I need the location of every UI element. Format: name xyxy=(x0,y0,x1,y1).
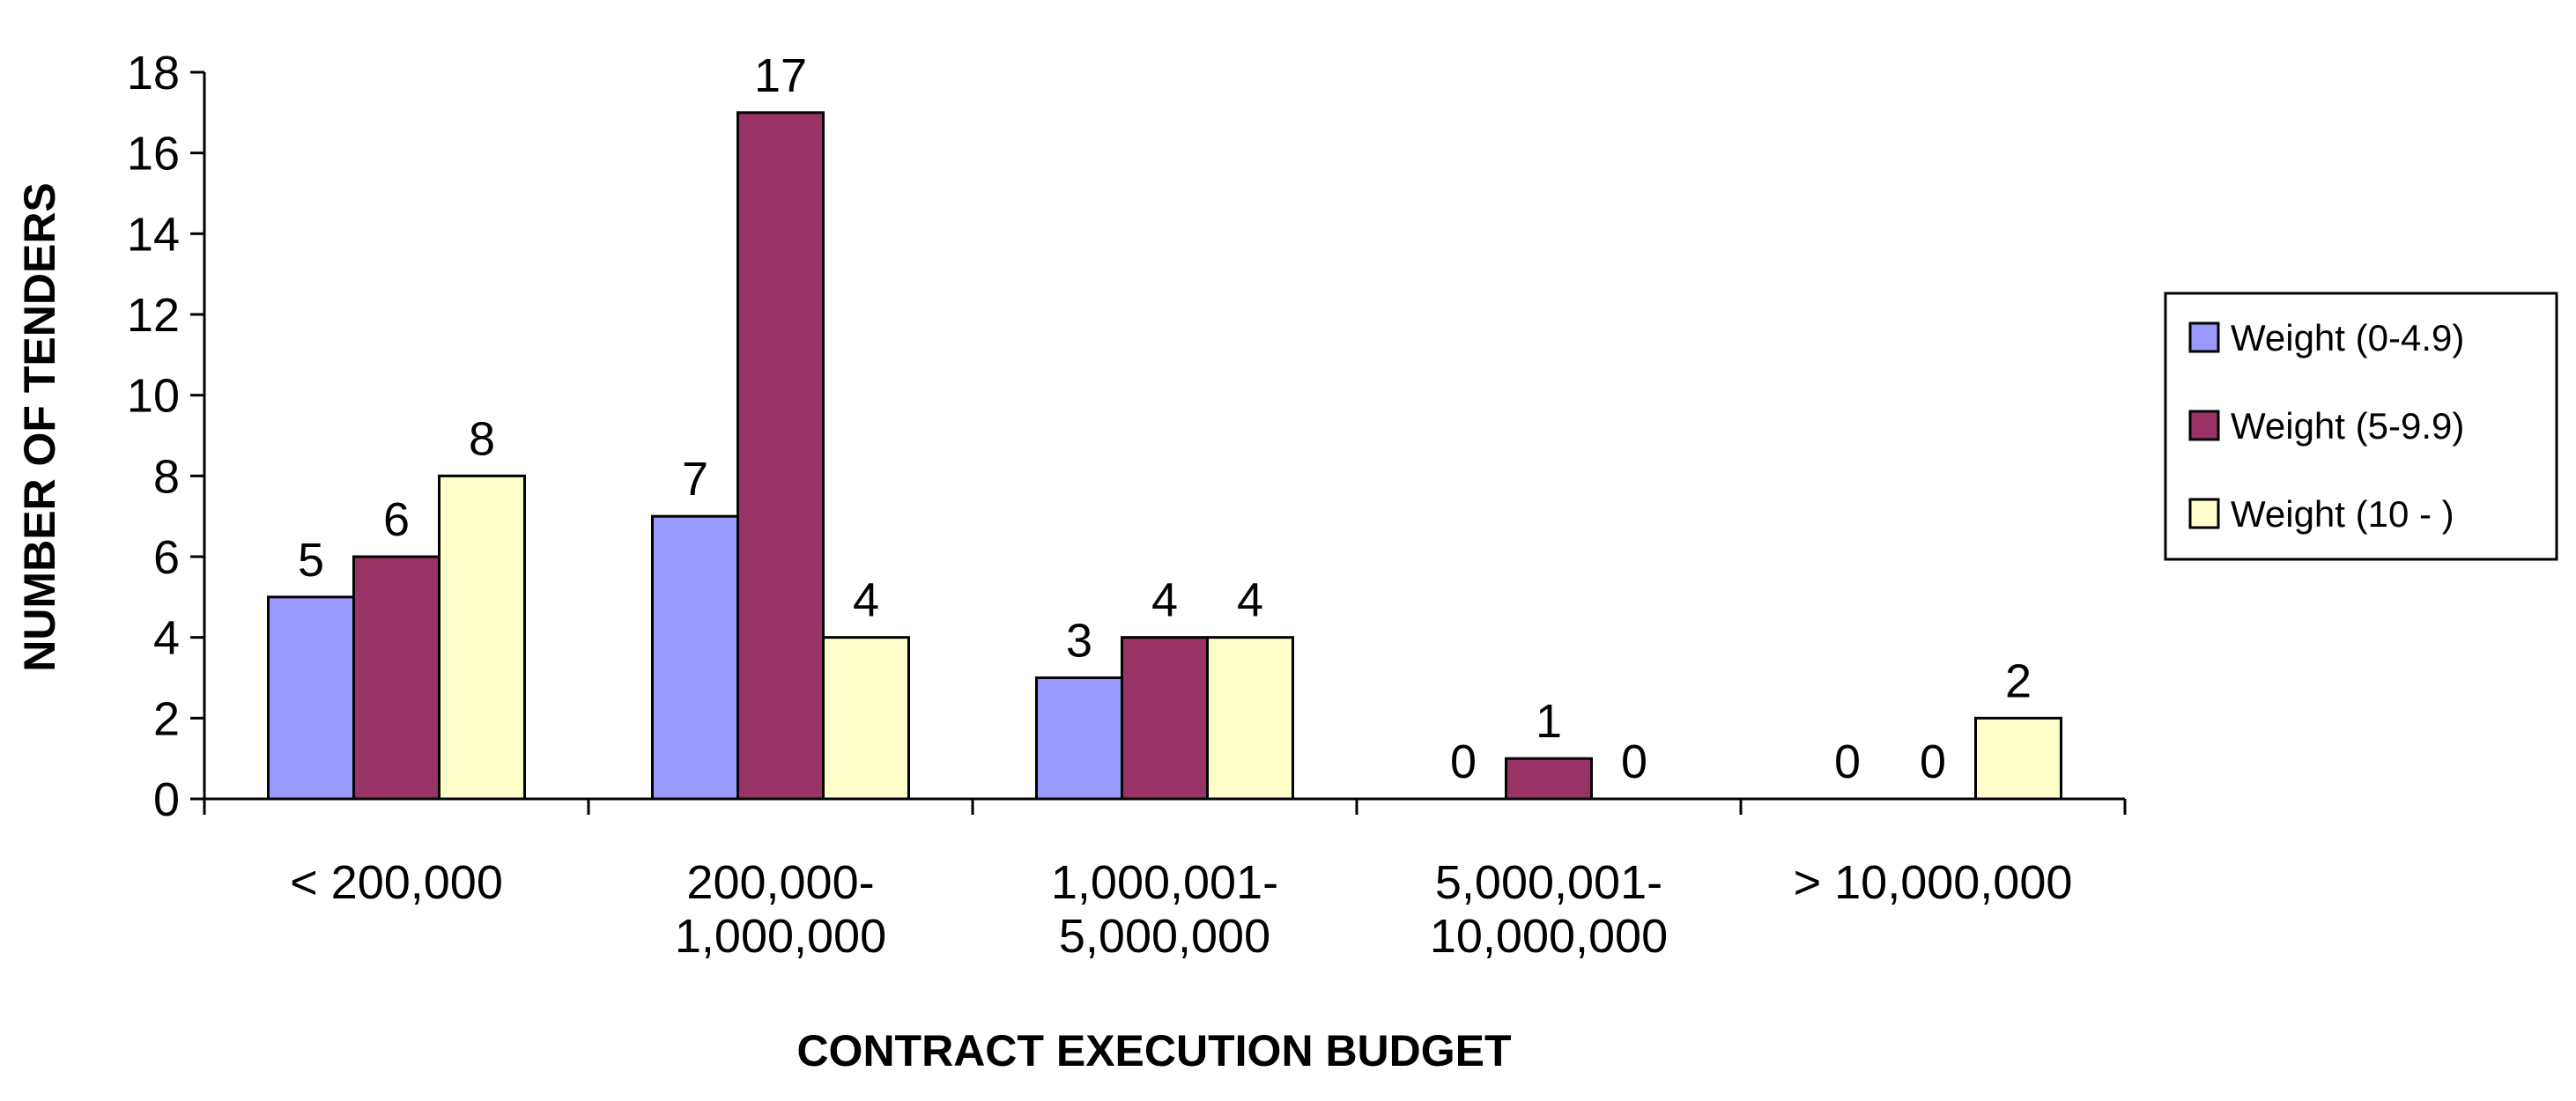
bar xyxy=(1206,636,1294,801)
legend-swatch xyxy=(2188,410,2220,441)
legend-label: Weight (5-9.9) xyxy=(2231,405,2464,447)
y-tick-label: 16 xyxy=(127,128,180,181)
x-category-label: < 200,000 xyxy=(290,856,503,909)
y-tick-label: 8 xyxy=(153,450,180,503)
bar-value-label: 0 xyxy=(1450,735,1477,788)
x-axis-title: CONTRACT EXECUTION BUDGET xyxy=(796,1026,1511,1075)
x-category-label: > 10,000,000 xyxy=(1794,856,2073,909)
y-tick-label: 10 xyxy=(127,370,180,423)
y-tick-label: 14 xyxy=(127,208,180,261)
x-category-label: 200,000-1,000,000 xyxy=(675,856,886,963)
bar-value-label: 8 xyxy=(469,412,495,465)
x-category-label: 5,000,001-10,000,000 xyxy=(1430,856,1668,963)
legend-swatch xyxy=(2188,498,2220,529)
y-tick-label: 18 xyxy=(127,47,180,100)
legend-box xyxy=(2164,292,2558,561)
bar xyxy=(1505,757,1593,801)
bar-value-label: 7 xyxy=(682,453,708,506)
bar-value-label: 17 xyxy=(754,49,807,102)
x-axis: < 200,000 200,000-1,000,000 1,000,001-5,00… xyxy=(203,797,2127,963)
y-axis: 0 2 4 6 8 10 12 14 16 18 xyxy=(127,47,206,826)
legend: Weight (0-4.9) Weight (5-9.9) Weight (10 -… xyxy=(2164,292,2558,561)
bar xyxy=(1974,716,2062,801)
bar-value-label: 0 xyxy=(1621,735,1647,788)
bar xyxy=(438,474,526,801)
y-axis-title: NUMBER OF TENDERS xyxy=(15,182,64,672)
legend-label: Weight (10 - ) xyxy=(2231,493,2454,535)
bar-value-label: 3 xyxy=(1066,615,1092,668)
bar xyxy=(1121,636,1209,801)
bar xyxy=(352,555,440,801)
bar-value-label: 0 xyxy=(1920,735,1946,788)
value-labels: 5 6 8 7 17 4 3 4 4 0 1 0 0 0 2 xyxy=(298,49,2032,788)
bar xyxy=(737,111,825,801)
y-tick-label: 12 xyxy=(127,289,180,342)
bar-value-label: 6 xyxy=(383,493,410,546)
legend-swatch xyxy=(2188,321,2220,353)
x-category-label: 1,000,001-5,000,000 xyxy=(1051,856,1278,963)
bar-value-label: 2 xyxy=(2005,654,2032,707)
y-tick-label: 0 xyxy=(153,773,180,826)
bar xyxy=(822,636,910,801)
bar-value-label: 5 xyxy=(298,534,324,587)
bar-value-label: 0 xyxy=(1834,735,1861,788)
bar xyxy=(651,514,739,801)
bar xyxy=(267,595,355,801)
y-tick-label: 2 xyxy=(153,692,180,745)
bar-value-label: 4 xyxy=(1151,574,1178,627)
y-tick-label: 6 xyxy=(153,531,180,584)
legend-label: Weight (0-4.9) xyxy=(2231,317,2464,358)
bar-value-label: 4 xyxy=(853,574,879,627)
bar-value-label: 4 xyxy=(1237,574,1263,627)
y-tick-label: 4 xyxy=(153,612,180,665)
bar-value-label: 1 xyxy=(1536,695,1562,748)
bar xyxy=(1035,676,1123,801)
bars xyxy=(267,111,2062,801)
